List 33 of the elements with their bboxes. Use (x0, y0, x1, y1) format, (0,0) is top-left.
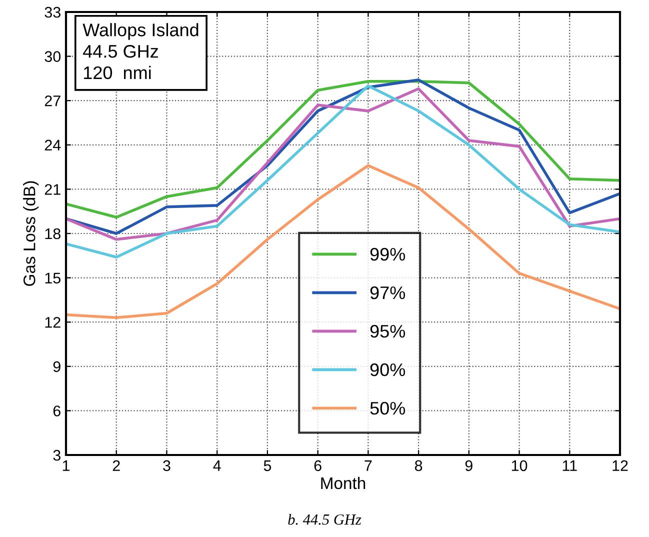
legend-label: 97% (370, 286, 406, 300)
x-tick-label: 8 (414, 460, 422, 472)
x-tick-label: 10 (512, 460, 528, 472)
x-tick-label: 4 (213, 460, 221, 471)
y-tick-label: 18 (45, 228, 60, 240)
y-tick-label: 12 (45, 316, 60, 328)
x-tick-label: 11 (562, 460, 577, 471)
x-tick-label: 2 (112, 460, 120, 471)
line-series (66, 164, 620, 320)
legend-label: 99% (370, 248, 406, 261)
y-tick-label: 6 (53, 406, 60, 416)
y-tick-label: 9 (53, 361, 60, 372)
x-tick-label: 9 (465, 460, 472, 472)
x-tick-label: 12 (612, 460, 628, 471)
x-tick-label: 5 (264, 460, 272, 472)
y-tick-label: 15 (45, 272, 60, 284)
x-axis-title: Month (321, 476, 366, 490)
y-axis-title: Gas Loss (dB) (23, 181, 39, 286)
x-tick-label: 6 (314, 460, 322, 472)
y-tick-label: 21 (44, 184, 60, 195)
annotation: Wallops Island 44.5 GHz 120 nmi (82, 23, 198, 80)
legend-label: 95% (370, 324, 406, 338)
text: b. 44.5 GHz (288, 514, 362, 525)
y-tick-label: 3 (53, 450, 60, 461)
y-tick-label: 27 (44, 95, 60, 106)
x-tick-label: 3 (163, 460, 170, 472)
y-tick-label: 30 (44, 51, 61, 62)
y-tick-label: 33 (44, 6, 60, 18)
legend-label: 50% (370, 402, 406, 415)
x-tick-label: 1 (62, 460, 70, 471)
legend-label: 90% (370, 363, 406, 376)
x-tick-label: 7 (364, 460, 372, 471)
y-tick-label: 24 (44, 140, 61, 150)
